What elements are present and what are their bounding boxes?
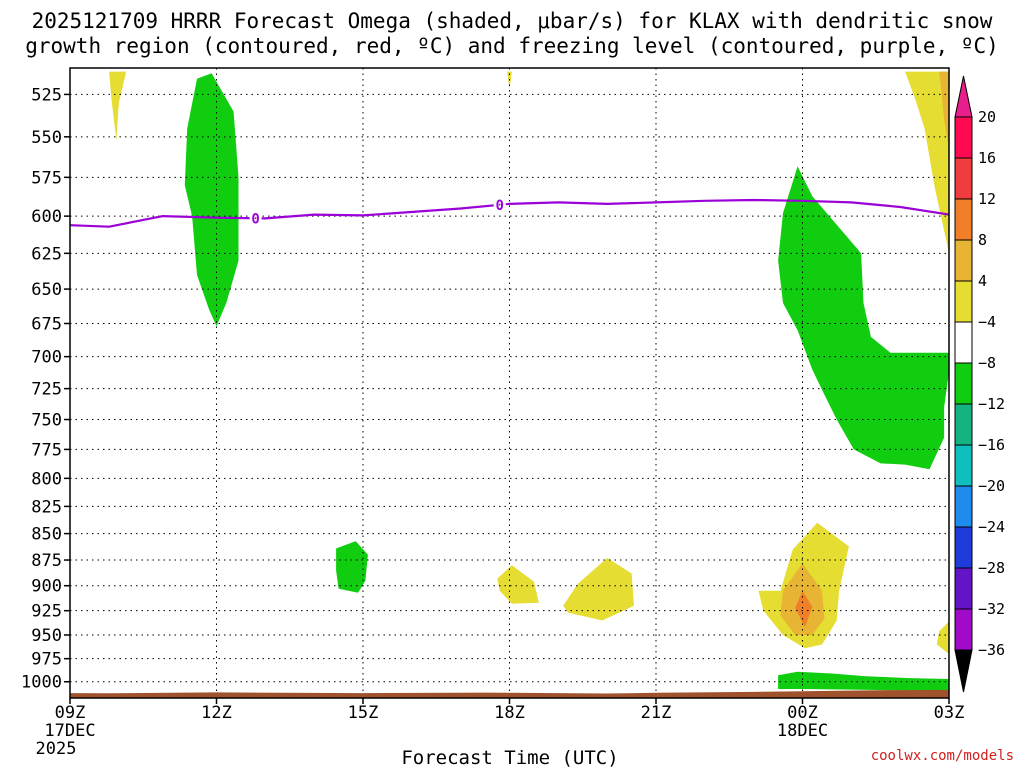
colorbar-label: 20	[978, 108, 996, 126]
chart-title-line-2: growth region (contoured, red, ºC) and f…	[25, 34, 999, 58]
x-tick-label: 03Z	[934, 703, 965, 723]
colorbar-label: 4	[978, 272, 987, 290]
omega-region-orange-top-right	[939, 71, 949, 149]
x-axis-label: Forecast Time (UTC)	[401, 747, 618, 768]
colorbar-label: 12	[978, 190, 996, 208]
colorbar-bin	[954, 362, 973, 405]
colorbar-label: −28	[978, 559, 1005, 577]
y-tick-label: 750	[31, 411, 62, 431]
omega-region-green-bottom-right	[778, 671, 949, 691]
colorbar-bin	[954, 157, 973, 200]
omega-region-yellow-top-right	[905, 71, 949, 254]
chart-title-line-1: 2025121709 HRRR Forecast Omega (shaded, …	[32, 9, 993, 33]
colorbar-bin	[954, 444, 973, 487]
terrain-band	[70, 689, 949, 698]
y-tick-label: 1000	[21, 673, 62, 693]
colorbar-label: −4	[978, 313, 996, 331]
colorbar-bottom-arrow	[954, 649, 973, 693]
omega-shaded-regions	[109, 71, 949, 691]
omega-region-yellow-top-left	[109, 71, 127, 141]
y-tick-label: 850	[31, 525, 62, 545]
colorbar-label: −36	[978, 641, 1005, 659]
freezing-level-label: 0	[496, 198, 504, 214]
x-tick-label: 00Z	[787, 703, 818, 723]
y-tick-label: 525	[31, 85, 62, 105]
colorbar-label: −20	[978, 477, 1005, 495]
x-tick-label: 21Z	[641, 703, 672, 723]
colorbar-label: −8	[978, 354, 996, 372]
y-tick-label: 975	[31, 650, 62, 670]
omega-region-yellow-mid-2	[563, 557, 634, 621]
y-tick-label: 925	[31, 602, 62, 622]
omega-region-green-mid	[336, 541, 368, 593]
plot-area: 00	[69, 67, 950, 699]
freezing-level-label-bg	[249, 210, 262, 227]
y-tick-label: 650	[31, 280, 62, 300]
colorbar-bin	[954, 239, 973, 282]
colorbar-label: 8	[978, 231, 987, 249]
x-tick-date: 17DEC	[44, 721, 95, 741]
y-tick-label: 900	[31, 577, 62, 597]
terrain-layer	[70, 689, 949, 698]
omega-region-yellow-mid-1	[497, 565, 539, 604]
colorbar-label: −24	[978, 518, 1005, 536]
colorbar-label: −12	[978, 395, 1005, 413]
gridlines	[70, 68, 949, 698]
x-tick-label: 18Z	[494, 703, 525, 723]
freezing-level-line	[69, 198, 950, 228]
y-tick-label: 725	[31, 380, 62, 400]
y-tick-label: 675	[31, 314, 62, 334]
x-tick-date: 18DEC	[777, 721, 828, 741]
colorbar-bin	[954, 198, 973, 241]
colorbar-bin	[954, 608, 973, 651]
freezing-level-layer: 00	[69, 196, 950, 228]
y-tick-label: 775	[31, 440, 62, 460]
colorbar-label: −16	[978, 436, 1005, 454]
x-tick-year: 2025	[36, 739, 77, 759]
y-tick-label: 875	[31, 551, 62, 571]
y-tick-label: 575	[31, 168, 62, 188]
y-tick-label: 800	[31, 469, 62, 489]
y-tick-label: 700	[31, 348, 62, 368]
omega-region-red-orange-core	[795, 590, 813, 628]
colorbar-bin	[954, 485, 973, 528]
y-axis: 525 550 575 600 625 650 675 700 725 750 775 800 825 8…	[21, 85, 70, 693]
x-tick-label: 09Z	[55, 703, 86, 723]
colorbar-bin	[954, 116, 973, 159]
omega-region-yellow-far-right	[936, 621, 949, 654]
colorbar: 20 16 12 8 4 −4 −8 −12 −16 −20 −24 −28 −32 −36	[954, 75, 1005, 693]
colorbar-bin	[954, 321, 973, 364]
colorbar-bin	[954, 567, 973, 610]
colorbar-bin	[954, 526, 973, 569]
y-tick-label: 550	[31, 128, 62, 148]
x-tick-label: 12Z	[201, 703, 232, 723]
colorbar-bin	[954, 280, 973, 323]
credit-link[interactable]: coolwx.com/models	[871, 748, 1014, 764]
freezing-level-label-bg	[493, 196, 506, 213]
freezing-level-label: 0	[251, 211, 259, 227]
x-tick-label: 15Z	[348, 703, 379, 723]
y-tick-label: 600	[31, 207, 62, 227]
y-tick-label: 950	[31, 626, 62, 646]
colorbar-label: 16	[978, 149, 996, 167]
y-tick-label: 625	[31, 244, 62, 264]
y-tick-label: 825	[31, 497, 62, 517]
colorbar-bin	[954, 403, 973, 446]
omega-region-green-right-upper	[778, 166, 949, 470]
colorbar-label: −32	[978, 600, 1005, 618]
colorbar-top-arrow	[954, 75, 973, 118]
